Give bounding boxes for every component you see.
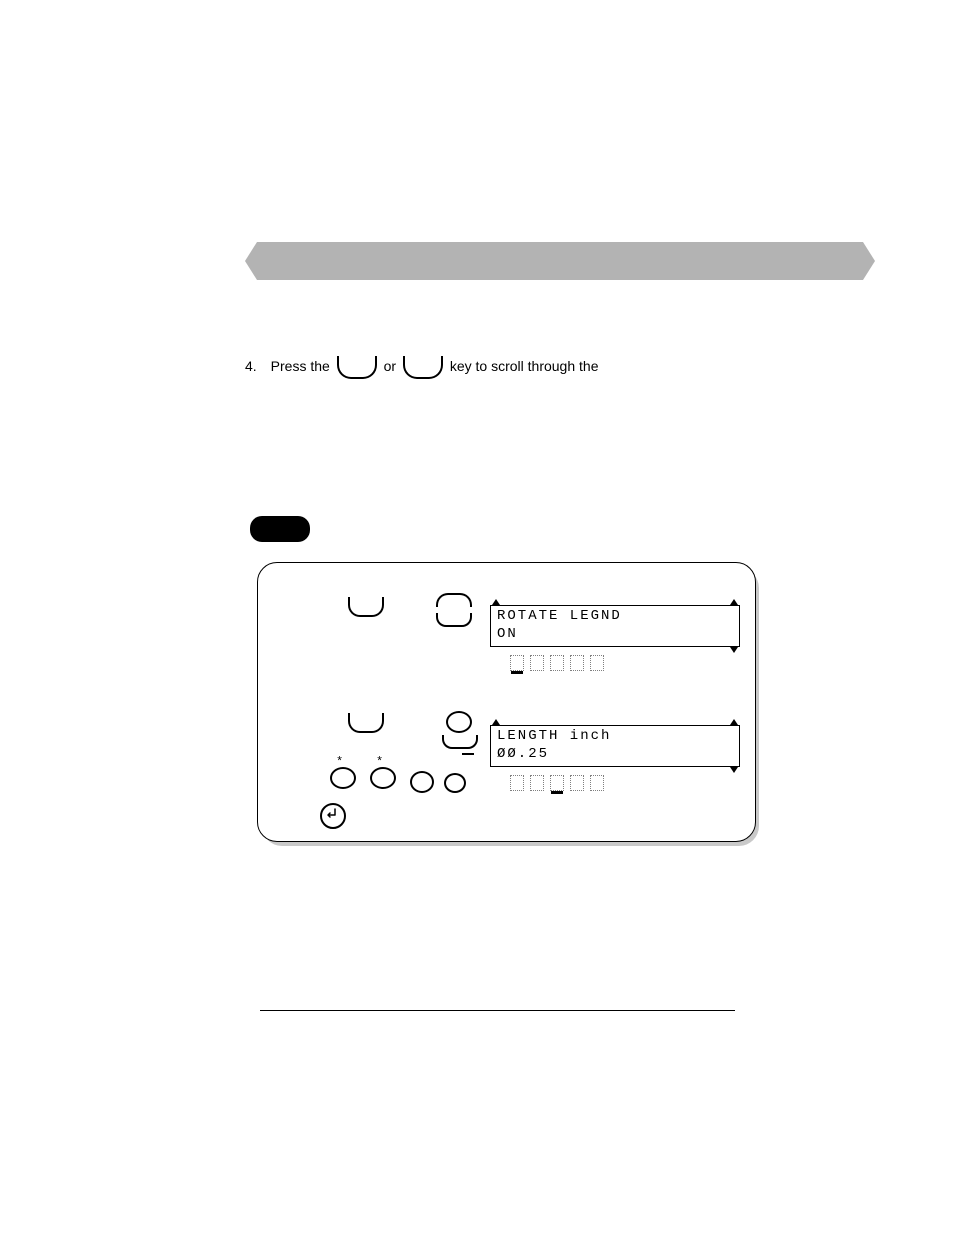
step4-pre: 4. Press the [245,358,330,374]
key-top-left[interactable] [348,597,384,617]
lcd1-line2: ON [491,624,739,642]
oval-2[interactable] [370,767,396,789]
lcd2-tri-up-right [730,719,738,725]
lcd2-line2: ØØ.25 [491,744,739,762]
cursor-cell [510,775,524,791]
step4-mid: or [384,358,396,374]
cursor-cell [530,775,544,791]
cursor-cell [590,655,604,671]
minus-icon [462,753,474,755]
cursor-cell [590,775,604,791]
key-top-lower[interactable] [436,613,472,627]
cursor-cell [550,775,564,791]
header-bar [245,242,875,280]
key-top-upper[interactable] [436,593,472,607]
cursor-cell [570,655,584,671]
cursor-cell [510,655,524,671]
oval-3[interactable] [410,771,434,793]
key-glyph-1 [337,356,377,379]
step4-post: key to scroll through the [450,358,599,374]
step4-line: 4. Press the or key to scroll through th… [245,356,875,379]
key-mid-lower[interactable] [442,735,478,749]
cursor-cell [550,655,564,671]
lcd2-tri-up-left [492,719,500,725]
lcd2-cursor-row [510,775,604,791]
lcd1-line1: ROTATE LEGND [491,606,739,624]
bottom-divider [260,1010,735,1011]
key-glyph-2 [403,356,443,379]
lcd2-line1: LENGTH inch [491,726,739,744]
lcd-1: ROTATE LEGND ON [490,605,740,647]
device-panel: ROTATE LEGND ON * * LENGTH inch ØØ.25 [257,562,756,842]
oval-1[interactable] [330,767,356,789]
cursor-cell [570,775,584,791]
page: 4. Press the or key to scroll through th… [0,0,954,1235]
lcd2-tri-down-right [730,767,738,773]
lcd-2: LENGTH inch ØØ.25 [490,725,740,767]
lcd1-cursor-row [510,655,604,671]
enter-icon [324,808,338,820]
key-mid-oval[interactable] [446,711,472,733]
lcd1-tri-up-right [730,599,738,605]
oval-4[interactable] [444,773,466,793]
black-key-glyph [250,516,310,542]
lcd1-tri-up-left [492,599,500,605]
cursor-cell [530,655,544,671]
lcd1-tri-down-right [730,647,738,653]
key-mid-left[interactable] [348,713,384,733]
